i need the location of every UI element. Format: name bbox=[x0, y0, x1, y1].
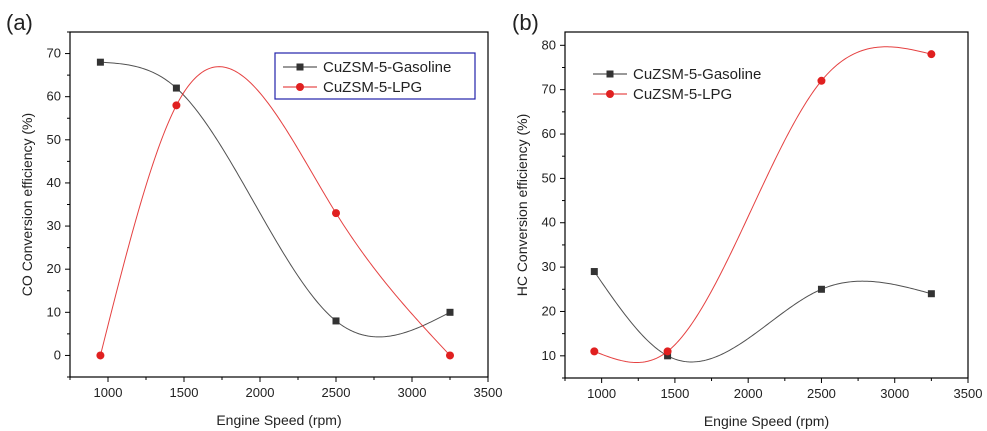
legend: CuZSM-5-Gasoline CuZSM-5-LPG bbox=[593, 66, 761, 103]
y-tick-label: 30 bbox=[542, 259, 556, 274]
data-point-circle bbox=[590, 347, 599, 356]
x-axis-title: Engine Speed (rpm) bbox=[216, 412, 341, 428]
y-axis-title: CO Conversion efficiency (%) bbox=[19, 113, 35, 296]
x-tick-label: 2000 bbox=[734, 386, 763, 401]
data-point-square bbox=[172, 84, 180, 92]
data-point-circle bbox=[446, 351, 454, 360]
series-line-1 bbox=[594, 46, 932, 363]
x-tick-label: 1500 bbox=[170, 385, 199, 400]
x-tick-label: 2500 bbox=[807, 386, 836, 401]
y-tick-label: 0 bbox=[54, 347, 61, 362]
y-tick-label: 60 bbox=[542, 126, 556, 141]
legend-frame bbox=[274, 52, 476, 100]
x-tick-label: 3000 bbox=[880, 386, 909, 401]
data-point-square bbox=[664, 352, 672, 360]
panel-label: (a) bbox=[6, 10, 33, 35]
plot-frame bbox=[564, 31, 969, 379]
x-tick-label: 1500 bbox=[660, 386, 689, 401]
y-tick-label: 20 bbox=[542, 303, 556, 318]
x-tick-label: 2000 bbox=[246, 385, 275, 400]
legend-marker-square bbox=[606, 70, 614, 78]
data-point-circle bbox=[332, 209, 340, 218]
panel-label: (b) bbox=[512, 10, 539, 35]
legend-label: CuZSM-5-Gasoline bbox=[323, 59, 451, 76]
y-tick-label: 70 bbox=[542, 82, 556, 97]
data-point-square bbox=[332, 317, 340, 325]
y-axis-title: HC Conversion efficiency (%) bbox=[514, 114, 530, 297]
legend-marker-square bbox=[296, 63, 304, 71]
data-point-circle bbox=[663, 347, 672, 356]
y-tick-label: 30 bbox=[47, 218, 61, 233]
y-tick-label: 10 bbox=[542, 348, 556, 363]
chart-panel-b: (b) 1000 1500 2000 2500 3000 3500 10 20 30 40 50 60 7… bbox=[512, 10, 982, 429]
data-point-square bbox=[96, 58, 104, 66]
data-point-circle bbox=[96, 351, 105, 360]
y-tick-label: 70 bbox=[47, 46, 61, 61]
legend-label: CuZSM-5-LPG bbox=[633, 86, 732, 103]
legend: CuZSM-5-Gasoline CuZSM-5-LPG bbox=[274, 52, 476, 100]
y-tick-label: 40 bbox=[47, 175, 61, 190]
x-tick-label: 3000 bbox=[398, 385, 427, 400]
y-tick-label: 80 bbox=[542, 37, 556, 52]
data-point-circle bbox=[927, 50, 936, 59]
data-point-square bbox=[590, 268, 598, 276]
y-tick-label: 10 bbox=[47, 304, 61, 319]
legend-marker-circle bbox=[296, 83, 304, 91]
data-point-square bbox=[927, 290, 935, 298]
data-point-square bbox=[817, 285, 825, 293]
data-point-square bbox=[446, 308, 454, 316]
x-tick-label: 1000 bbox=[94, 385, 123, 400]
y-tick-label: 40 bbox=[542, 215, 556, 230]
x-tick-label: 1000 bbox=[587, 386, 616, 401]
series-line-0 bbox=[100, 61, 451, 338]
legend-label: CuZSM-5-Gasoline bbox=[633, 66, 761, 83]
chart-panel-a: (a) 1000 1500 2000 2500 3000 3500 0 10 20 30 40 50 60… bbox=[6, 10, 502, 428]
series-line-0 bbox=[593, 271, 932, 363]
data-point-circle bbox=[817, 76, 826, 85]
y-tick-label: 20 bbox=[47, 261, 61, 276]
y-tick-label: 60 bbox=[47, 89, 61, 104]
x-axis-title: Engine Speed (rpm) bbox=[704, 413, 829, 429]
legend-label: CuZSM-5-LPG bbox=[323, 79, 422, 96]
data-point-circle bbox=[172, 101, 181, 110]
y-tick-label: 50 bbox=[47, 132, 61, 147]
x-tick-label: 3500 bbox=[474, 385, 503, 400]
series-line-1 bbox=[99, 66, 451, 356]
legend-marker-circle bbox=[606, 90, 614, 98]
x-tick-label: 2500 bbox=[322, 385, 351, 400]
y-tick-label: 50 bbox=[542, 170, 556, 185]
x-tick-label: 3500 bbox=[954, 386, 983, 401]
